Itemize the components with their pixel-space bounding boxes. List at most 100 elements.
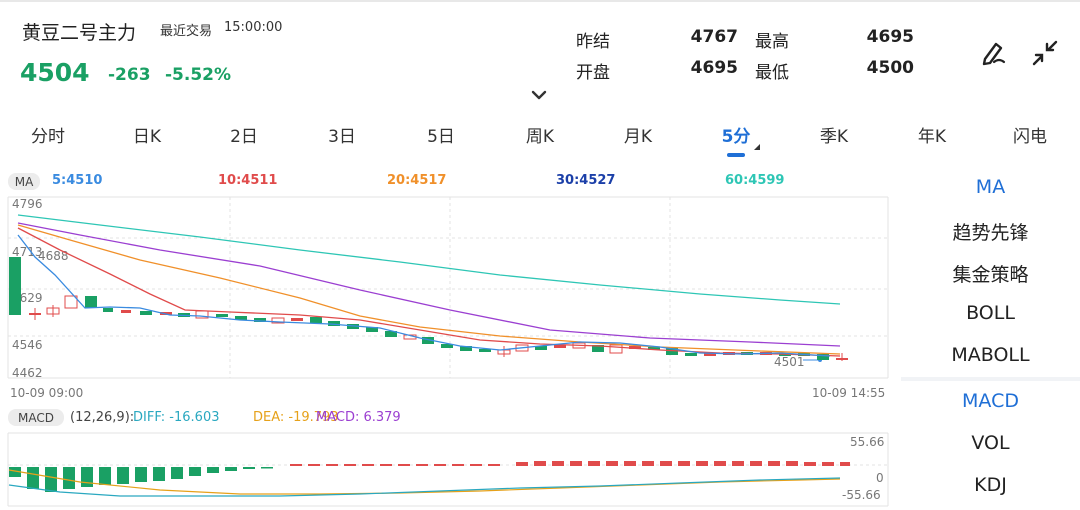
ma20-line xyxy=(17,224,841,355)
low-value: 4500 xyxy=(866,58,914,78)
macd-axis-bottom: -55.66 xyxy=(842,488,881,502)
ma20-value: 20:4517 xyxy=(387,173,447,188)
tab-weekly-k[interactable]: 周K xyxy=(525,127,555,147)
candle xyxy=(46,307,60,315)
price-axis-label: 4713 xyxy=(12,245,43,259)
macd-chart[interactable]: 55.66 0 -55.66 xyxy=(0,430,900,510)
active-tab-indicator xyxy=(727,153,745,157)
tab-5min[interactable]: 5分 xyxy=(721,127,751,147)
tab-5day[interactable]: 5日 xyxy=(427,127,455,147)
candle xyxy=(235,316,247,320)
candle xyxy=(554,345,566,348)
candle xyxy=(592,345,604,352)
candle xyxy=(666,348,678,355)
macd-diff-line xyxy=(8,477,841,497)
candle xyxy=(216,314,228,317)
indicator-vol[interactable]: VOL xyxy=(971,432,1010,454)
indicator-maboll[interactable]: MABOLL xyxy=(951,344,1030,366)
candle xyxy=(460,346,472,351)
main-indicator-group: MA 趋势先锋 集金策略 BOLL MABOLL xyxy=(901,167,1080,377)
price-axis-label: 4796 xyxy=(12,197,43,211)
candle xyxy=(121,310,131,313)
candle xyxy=(479,349,491,352)
candle xyxy=(9,257,21,315)
open-label: 开盘 xyxy=(576,63,610,83)
last-trade-time: 15:00:00 xyxy=(224,20,283,35)
macd-dea-line xyxy=(8,469,841,495)
macd-axis-zero: 0 xyxy=(876,471,884,485)
candle xyxy=(629,346,641,349)
time-axis-end: 10-09 14:55 xyxy=(812,386,885,400)
candle xyxy=(609,344,623,354)
candle xyxy=(836,358,848,360)
candle xyxy=(328,321,340,326)
pen-draw-icon[interactable] xyxy=(977,36,1011,70)
ma60-value: 60:4599 xyxy=(725,173,785,188)
indicator-gold-strategy[interactable]: 集金策略 xyxy=(952,264,1029,286)
chevron-down-icon[interactable] xyxy=(531,90,547,100)
macd-histogram xyxy=(9,461,850,492)
candle xyxy=(254,318,266,322)
price-change-percent: -5.52% xyxy=(165,65,232,85)
macd-diff-value: DIFF: -16.603 xyxy=(133,410,220,425)
top-border xyxy=(0,0,1080,2)
ma5-line xyxy=(17,234,831,357)
tab-flash[interactable]: 闪电 xyxy=(1013,127,1047,147)
macd-badge[interactable]: MACD xyxy=(8,409,64,426)
candle xyxy=(685,353,697,356)
ma60-line xyxy=(17,214,841,305)
macd-params: (12,26,9): xyxy=(70,410,135,425)
ma30-value: 30:4527 xyxy=(556,173,616,188)
candle xyxy=(385,331,397,337)
candle xyxy=(140,311,152,315)
price-axis-label: 4462 xyxy=(12,366,43,380)
ma10-value: 10:4511 xyxy=(218,173,278,188)
low-label: 最低 xyxy=(755,63,789,83)
candle xyxy=(366,327,378,332)
indicator-boll[interactable]: BOLL xyxy=(966,302,1015,324)
tab-daily-k[interactable]: 日K xyxy=(132,127,162,147)
candlestick-chart[interactable]: 4796 4713 4629 4546 4462 4688 4501 xyxy=(0,190,900,405)
price-change: -263 xyxy=(108,65,151,85)
ma30-line xyxy=(17,222,841,347)
time-axis-start: 10-09 09:00 xyxy=(10,386,83,400)
collapse-arrows-icon[interactable] xyxy=(1028,36,1062,70)
period-tabs: 分时 日K 2日 3日 5日 周K 月K 5分 季K 年K 闪电 xyxy=(0,122,1080,156)
macd-dea-value: DEA: -19.793 xyxy=(253,410,339,425)
candles xyxy=(9,257,848,361)
candle xyxy=(271,317,285,324)
candle xyxy=(535,346,547,350)
candle xyxy=(704,353,716,356)
contract-title: 黄豆二号主力 xyxy=(22,22,137,44)
candle xyxy=(29,313,41,315)
indicator-macd[interactable]: MACD xyxy=(962,390,1019,412)
indicator-trend-pioneer[interactable]: 趋势先锋 xyxy=(952,222,1029,244)
ma5-value: 5:4510 xyxy=(52,173,103,188)
indicator-ma[interactable]: MA xyxy=(975,176,1006,198)
candle xyxy=(310,317,322,323)
price-axis-label: 4546 xyxy=(12,338,43,352)
high-value: 4695 xyxy=(866,27,914,47)
tab-monthly-k[interactable]: 月K xyxy=(623,127,653,147)
tab-intraday[interactable]: 分时 xyxy=(31,127,65,147)
ma10-line xyxy=(17,227,841,357)
candle xyxy=(291,318,303,321)
indicator-panel: MA 趋势先锋 集金策略 BOLL MABOLL MACD VOL KDJ xyxy=(901,167,1080,510)
macd-hist-value: MACD: 6.379 xyxy=(316,410,401,425)
high-marker-label: 4688 xyxy=(38,249,69,263)
tab-quarterly-k[interactable]: 季K xyxy=(819,127,849,147)
candle xyxy=(347,324,359,329)
indicator-kdj[interactable]: KDJ xyxy=(974,474,1007,496)
sub-indicator-group: MACD VOL KDJ xyxy=(901,381,1080,510)
last-trade-label: 最近交易 xyxy=(160,24,213,39)
ma-badge[interactable]: MA xyxy=(8,173,40,190)
tab-dropdown-caret-icon[interactable] xyxy=(754,144,760,150)
tab-yearly-k[interactable]: 年K xyxy=(917,127,947,147)
tab-3day[interactable]: 3日 xyxy=(328,127,356,147)
candle xyxy=(85,296,97,308)
candle xyxy=(648,347,660,350)
prev-settle-label: 昨结 xyxy=(576,32,610,52)
prev-settle-value: 4767 xyxy=(690,27,738,47)
tab-2day[interactable]: 2日 xyxy=(230,127,258,147)
current-price: 4504 xyxy=(20,58,90,87)
